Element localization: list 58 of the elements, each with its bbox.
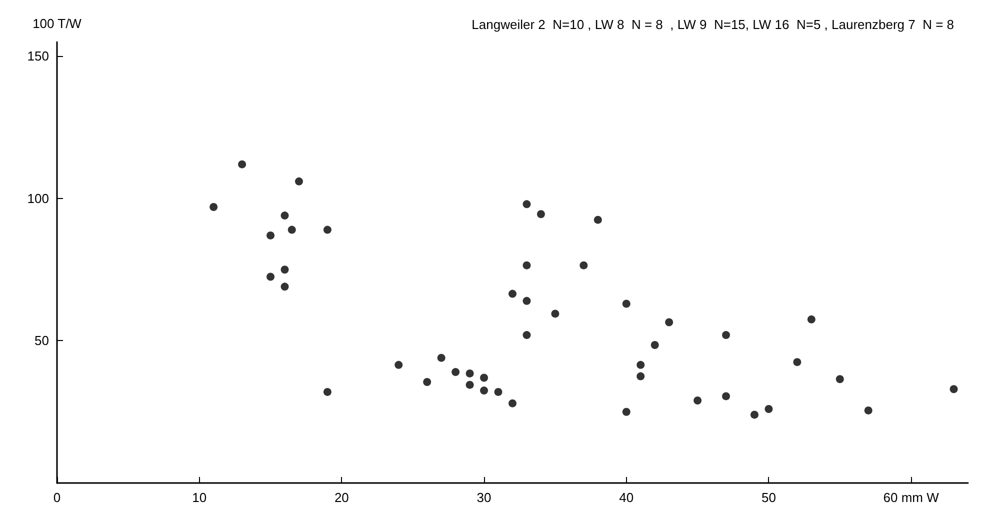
point — [437, 354, 446, 362]
point — [323, 226, 332, 234]
point — [508, 290, 516, 298]
point — [394, 360, 403, 369]
point — [480, 374, 488, 382]
y-tick-label: 150 — [27, 48, 49, 64]
x-tick-label: 20 — [334, 490, 349, 505]
point — [807, 315, 816, 324]
point — [238, 160, 246, 168]
point — [423, 378, 432, 386]
text: Langweiler 2 N=10 , LW 8 N = 8 , LW 9 N=15, LW 16 N=5 , Laurenzberg 7 N = 8 — [472, 17, 954, 32]
point — [266, 231, 275, 240]
point — [494, 388, 502, 396]
point — [650, 341, 659, 350]
x-tick-label: 10 — [192, 490, 207, 505]
point — [452, 368, 460, 376]
point — [665, 318, 674, 326]
x-tick-label: 50 — [761, 490, 776, 505]
point — [294, 177, 303, 186]
point — [480, 386, 488, 395]
point — [694, 396, 702, 404]
point — [522, 200, 531, 208]
point — [210, 203, 218, 212]
point — [522, 261, 531, 270]
point — [636, 372, 645, 380]
point — [764, 405, 773, 414]
point — [722, 331, 730, 340]
point — [836, 375, 844, 384]
point — [750, 410, 758, 419]
y-tick-label: 50 — [34, 333, 49, 348]
point — [280, 266, 289, 274]
point — [466, 380, 474, 389]
point — [280, 212, 289, 220]
y-tick-label: 100 — [27, 190, 49, 206]
point — [280, 282, 289, 291]
point — [266, 272, 275, 281]
point — [622, 408, 630, 416]
point — [551, 310, 560, 318]
point — [864, 406, 872, 414]
point — [288, 226, 296, 234]
point — [536, 210, 545, 218]
point — [522, 331, 531, 340]
point — [950, 385, 958, 394]
point — [722, 392, 730, 400]
point — [636, 360, 645, 369]
x-tick-label: 40 — [619, 490, 634, 505]
x-tick-label: 30 — [476, 490, 492, 505]
point — [323, 388, 332, 396]
point — [594, 216, 602, 224]
x-tick-label: 60 mm W — [883, 490, 940, 505]
point — [522, 296, 531, 305]
y-axis-title: 100 T/W — [32, 16, 82, 31]
point — [508, 399, 516, 408]
point — [580, 261, 588, 270]
x-tick-label: 0 — [53, 490, 61, 505]
point — [622, 300, 630, 308]
point — [793, 358, 802, 366]
point — [466, 369, 474, 378]
